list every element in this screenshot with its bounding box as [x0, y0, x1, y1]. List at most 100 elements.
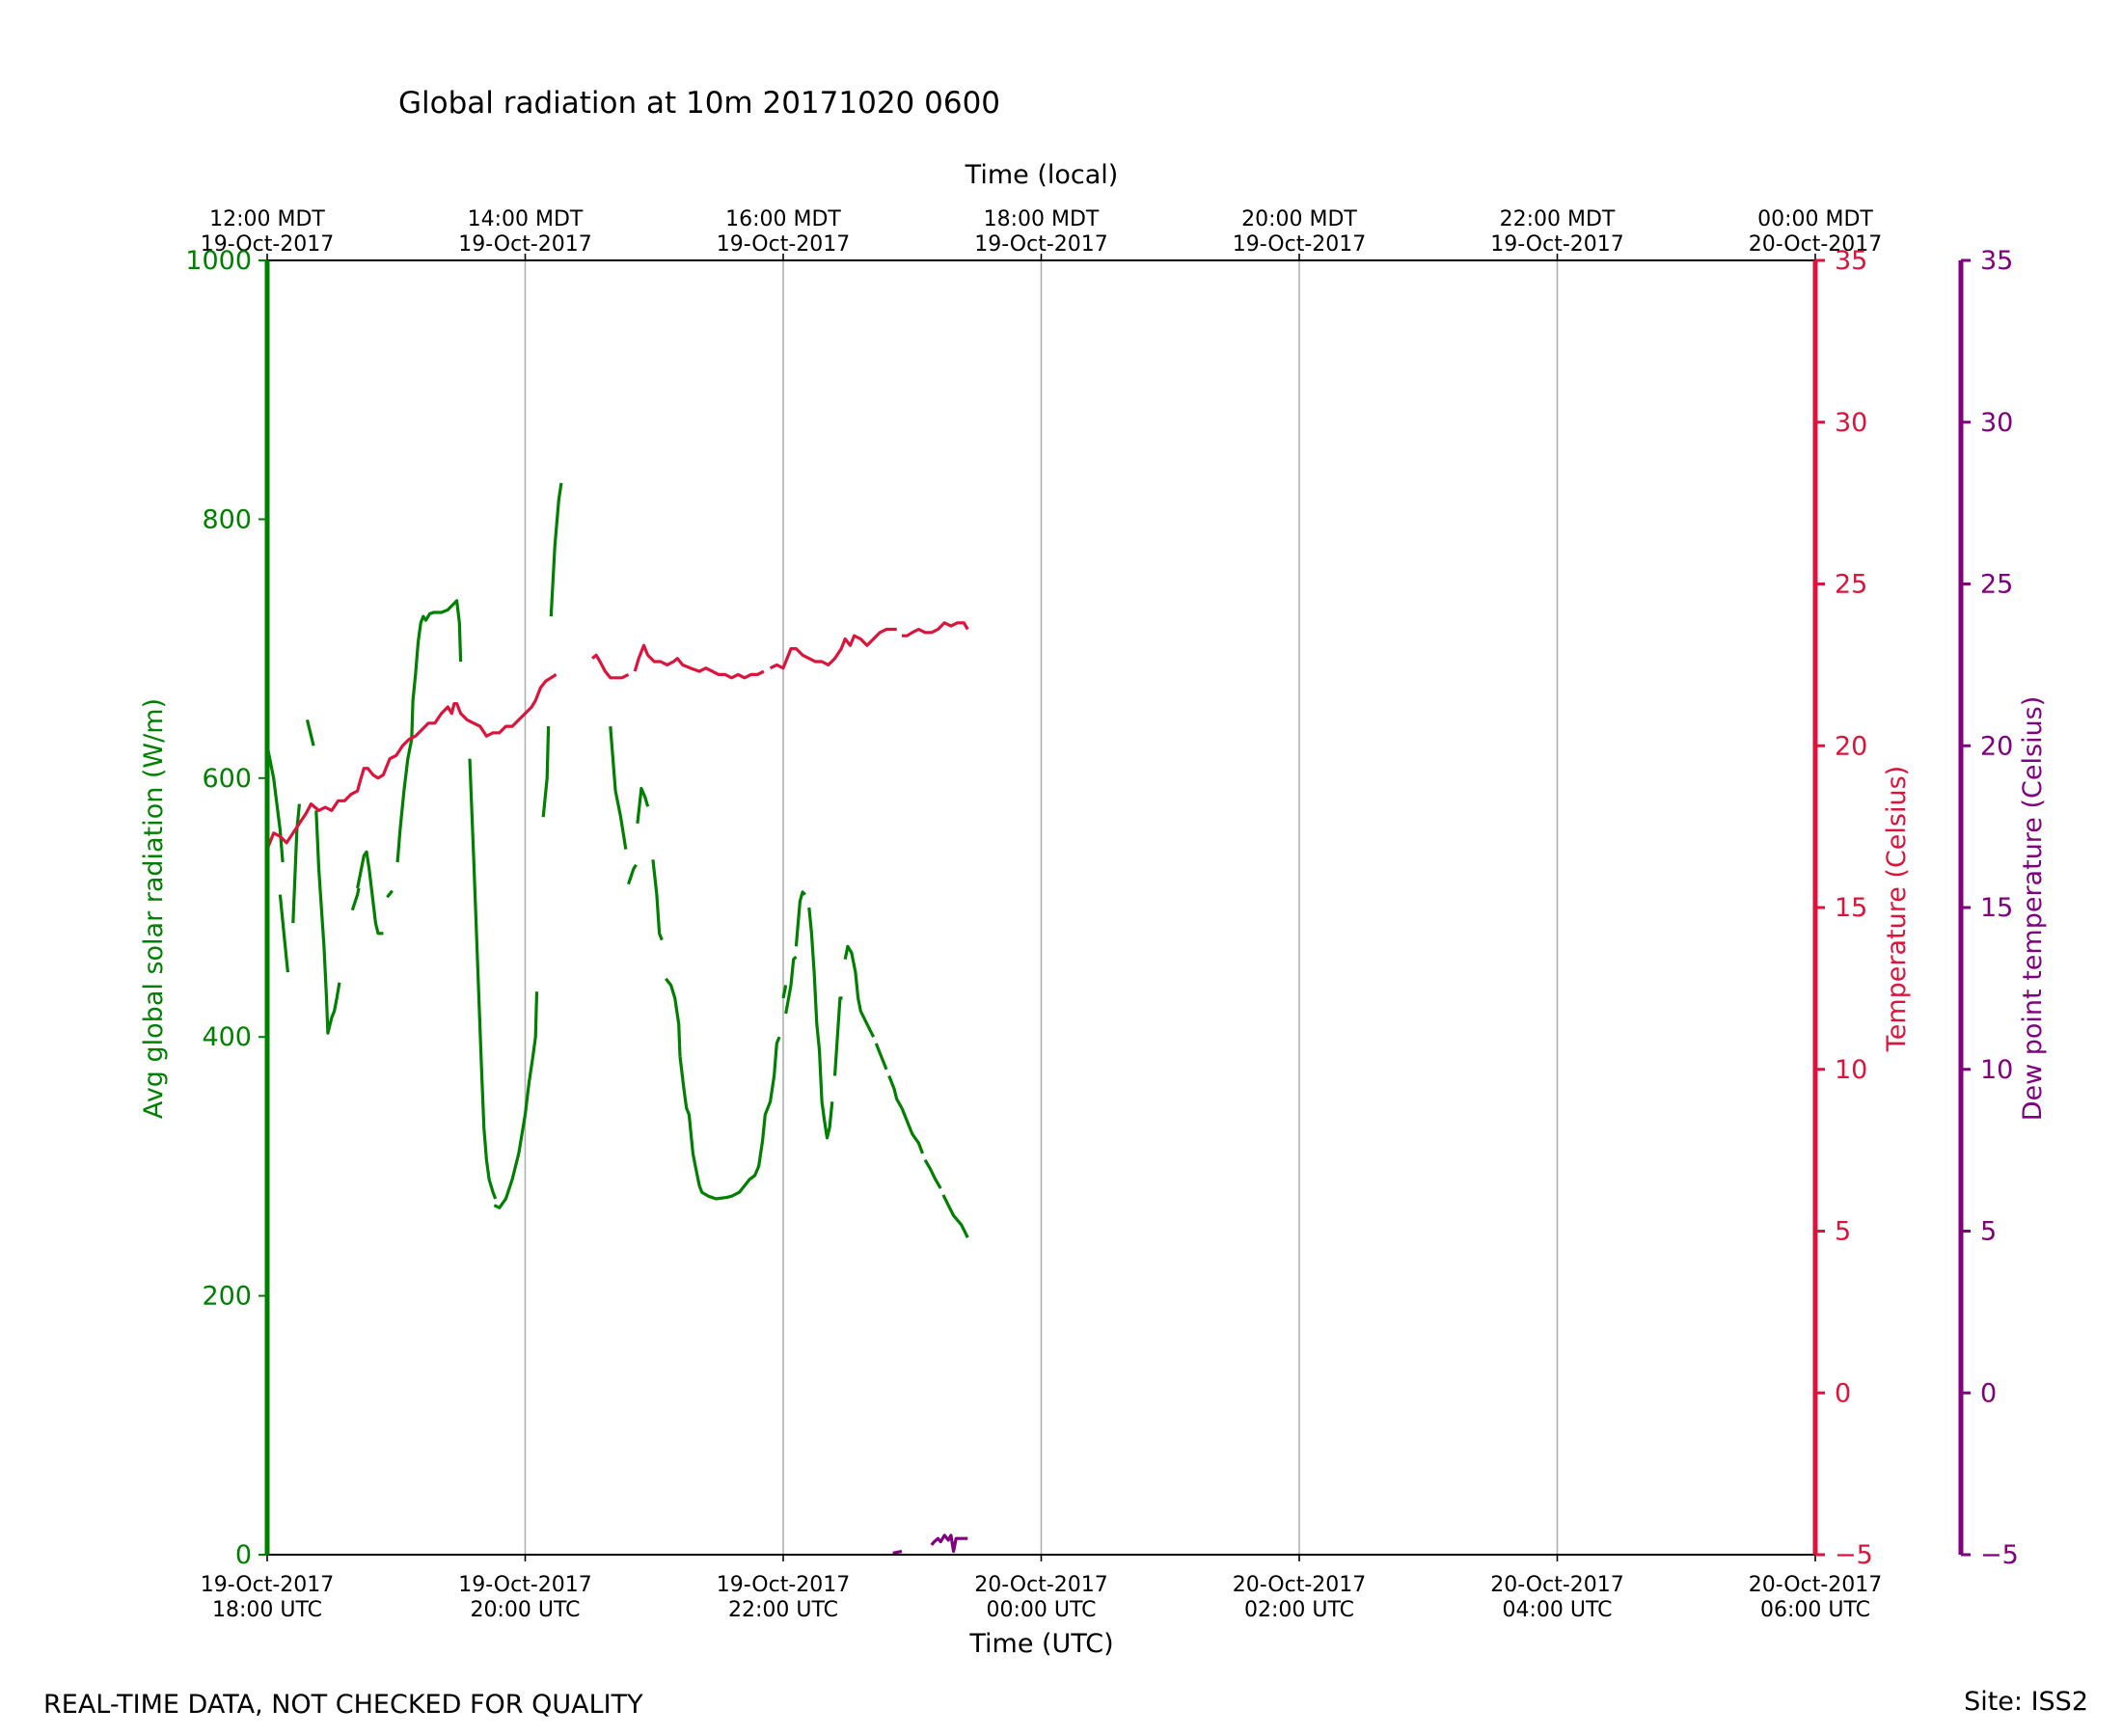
- temperature-line-segment: [590, 653, 630, 680]
- top-tick-label: 20-Oct-2017: [1749, 232, 1883, 257]
- radiation-line-segment: [832, 996, 843, 1076]
- radiation-line-segment: [314, 810, 341, 1035]
- radiation-line-segment: [874, 1043, 888, 1071]
- grid: [524, 260, 1559, 1555]
- radiation-tick-label: 600: [202, 764, 252, 794]
- top-tick-label: 19-Oct-2017: [1233, 232, 1367, 257]
- temperature-line-segment: [902, 621, 969, 637]
- radiation-line-segment: [794, 890, 806, 947]
- dewpoint-axis-label: Dew point temperature (Celsius): [2018, 696, 2048, 1122]
- radiation-tick-label: 400: [202, 1022, 252, 1052]
- dewpoint-line-segment: [930, 1533, 968, 1554]
- dewpoint-series: [892, 1533, 968, 1555]
- chart-title: Global radiation at 10m 20171020 0600: [398, 86, 1000, 121]
- radiation-line-segment: [807, 907, 834, 1140]
- radiation-line-segment: [941, 1194, 969, 1238]
- dewpoint-tick-label: 10: [1980, 1055, 2013, 1085]
- temperature-tick-label: 20: [1835, 731, 1867, 761]
- top-tick-label: 18:00 MDT: [984, 207, 1100, 231]
- x-tick-label: 22:00 UTC: [728, 1598, 838, 1622]
- temperature-line-segment: [265, 673, 558, 851]
- top-tick-label: 19-Oct-2017: [974, 232, 1108, 257]
- top-tick-label: 19-Oct-2017: [458, 232, 592, 257]
- top-tick-label: 16:00 MDT: [725, 207, 841, 231]
- dewpoint-tick-label: 0: [1980, 1378, 1997, 1408]
- temperature-tick-label: 25: [1835, 570, 1867, 600]
- radiation-line-segment: [356, 850, 384, 936]
- temperature-tick-label: 15: [1835, 893, 1867, 923]
- top-tick-label: 19-Oct-2017: [201, 232, 335, 257]
- dewpoint-tick-label: 15: [1980, 893, 2013, 923]
- radiation-tick-label: 1000: [185, 246, 252, 276]
- radiation-line-segment: [781, 985, 788, 999]
- dewpoint-tick-label: 25: [1980, 570, 2013, 600]
- radiation-tick-label: 0: [235, 1540, 252, 1570]
- temperature-tick-label: 35: [1835, 246, 1867, 276]
- radiation-line-segment: [887, 1074, 904, 1109]
- dewpoint-tick-label: 5: [1980, 1217, 1997, 1247]
- temperature-tick-label: 0: [1835, 1378, 1851, 1408]
- radiation-line-segment: [784, 955, 798, 1015]
- dewpoint-tick-label: 20: [1980, 731, 2013, 761]
- radiation-line-segment: [278, 894, 289, 973]
- temperature-tick-label: −5: [1835, 1540, 1873, 1570]
- radiation-line-segment: [305, 719, 315, 746]
- temperature-line-segment: [633, 643, 765, 680]
- radiation-line-segment: [636, 786, 650, 824]
- radiation-line-segment: [350, 887, 361, 911]
- radiation-line-segment: [541, 726, 551, 818]
- top-tick-label: 14:00 MDT: [468, 207, 584, 231]
- dewpoint-line-segment: [892, 1550, 903, 1555]
- x-tick-label: 20-Oct-2017: [1233, 1573, 1367, 1597]
- x-tick-label: 19-Oct-2017: [717, 1573, 851, 1597]
- x-tick-label: 02:00 UTC: [1244, 1598, 1354, 1622]
- radiation-line-segment: [678, 1036, 781, 1201]
- temperature-axis-label: Temperature (Celsius): [1882, 766, 1912, 1052]
- x-tick-label: 19-Oct-2017: [458, 1573, 592, 1597]
- dewpoint-tick-label: 30: [1980, 408, 2013, 438]
- x-tick-label: 00:00 UTC: [986, 1598, 1096, 1622]
- site-label: Site: ISS2: [1964, 1687, 2088, 1717]
- x-tick-label: 18:00 UTC: [212, 1598, 322, 1622]
- temperature-tick-label: 10: [1835, 1055, 1867, 1085]
- radiation-axis-label: Avg global solar radiation (W/m): [139, 698, 169, 1119]
- top-tick-label: 19-Oct-2017: [717, 232, 851, 257]
- radiation-line-segment: [900, 1107, 924, 1154]
- temperature-tick-label: 30: [1835, 408, 1867, 438]
- radiation-line-segment: [843, 944, 876, 1038]
- radiation-line-segment: [665, 977, 682, 1057]
- labels-layer: Global radiation at 10m 20171020 0600 Ti…: [43, 86, 2088, 1720]
- dewpoint-tick-label: 35: [1980, 246, 2013, 276]
- radiation-line-segment: [395, 599, 463, 863]
- x-tick-label: 20-Oct-2017: [1749, 1573, 1883, 1597]
- top-tick-label: 00:00 MDT: [1757, 207, 1873, 231]
- quality-disclaimer: REAL-TIME DATA, NOT CHECKED FOR QUALITY: [43, 1690, 643, 1720]
- x-axis-label: Time (UTC): [968, 1629, 1113, 1659]
- series-layer: [265, 482, 969, 1555]
- x-tick-label: 04:00 UTC: [1502, 1598, 1612, 1622]
- temperature-series: [265, 621, 969, 851]
- top-tick-label: 12:00 MDT: [209, 207, 325, 231]
- x-tick-label: 06:00 UTC: [1760, 1598, 1870, 1622]
- top-tick-label: 22:00 MDT: [1500, 207, 1616, 231]
- x-tick-label: 20-Oct-2017: [1490, 1573, 1624, 1597]
- radiation-line-segment: [651, 859, 664, 941]
- top-tick-label: 20:00 MDT: [1241, 207, 1357, 231]
- radiation-series: [265, 482, 969, 1238]
- temperature-line-segment: [769, 627, 897, 670]
- radiation-tick-label: 200: [202, 1282, 252, 1312]
- radiation-line-segment: [386, 889, 394, 899]
- radiation-line-segment: [923, 1158, 942, 1189]
- x-tick-label: 20-Oct-2017: [974, 1573, 1108, 1597]
- radiation-line-segment: [493, 991, 539, 1209]
- dewpoint-tick-label: −5: [1980, 1540, 2019, 1570]
- radiation-line-segment: [609, 725, 628, 850]
- radiation-line-segment: [626, 863, 638, 885]
- radiation-tick-label: 800: [202, 504, 252, 534]
- radiation-line-segment: [265, 745, 285, 863]
- top-axis-label: Time (local): [965, 160, 1119, 190]
- radiation-line-segment: [549, 482, 563, 617]
